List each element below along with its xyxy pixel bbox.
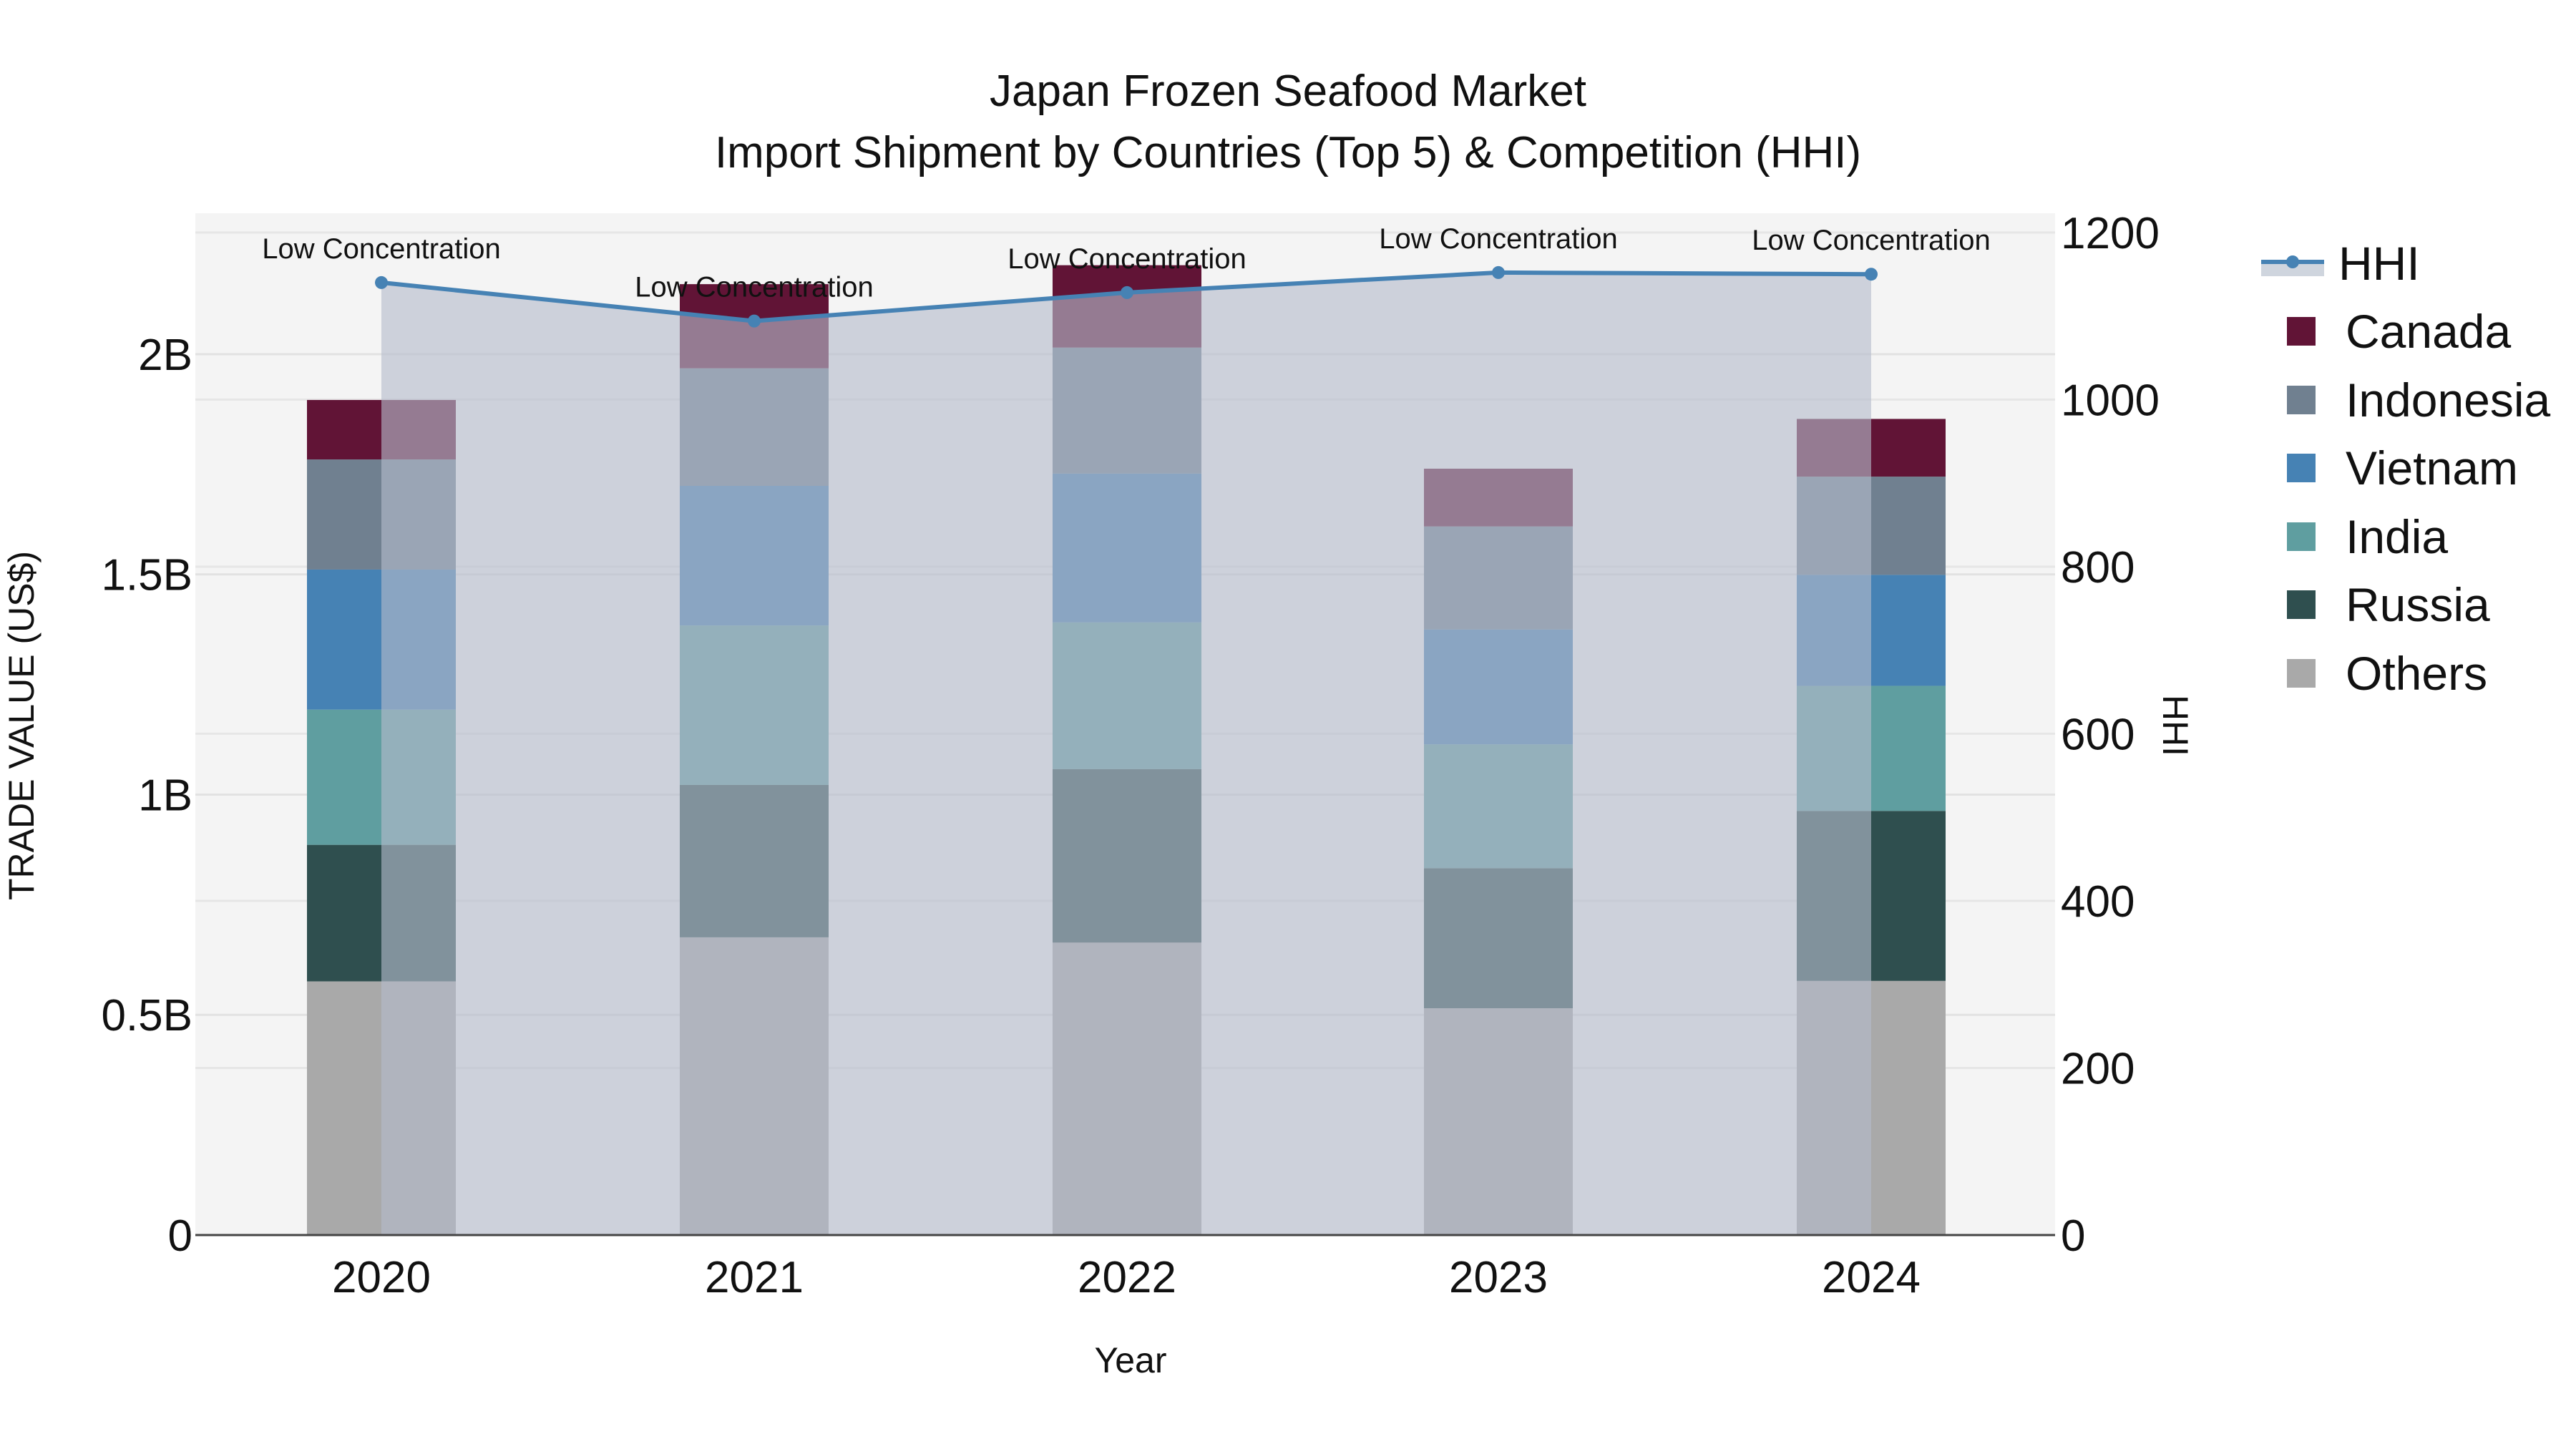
- y2-tick-label: 400: [2061, 877, 2135, 927]
- y-tick-label: 0: [168, 1211, 192, 1261]
- color-swatch-icon: [2287, 385, 2316, 414]
- hhi-marker[interactable]: [748, 314, 761, 328]
- x-tick-label: 2023: [1449, 1253, 1548, 1302]
- y-tick-label: 1B: [138, 771, 192, 820]
- chart-title-line2: Import Shipment by Countries (Top 5) & C…: [714, 128, 1862, 177]
- color-swatch-icon: [2287, 454, 2316, 483]
- line-marker-icon: [2261, 249, 2324, 278]
- y2-tick-label: 1000: [2061, 376, 2160, 425]
- color-swatch-icon: [2287, 522, 2316, 551]
- x-tick-label: 2024: [1822, 1253, 1921, 1302]
- y2-tick-label: 1200: [2061, 209, 2160, 258]
- y-tick-label: 2B: [138, 331, 192, 380]
- legend-item-indonesia[interactable]: Indonesia: [2261, 366, 2550, 434]
- y-tick-label: 1.5B: [101, 551, 192, 600]
- legend-label: Others: [2346, 646, 2488, 700]
- x-axis-title: Year: [1094, 1340, 1167, 1380]
- hhi-area-fill: [381, 272, 1871, 1235]
- hhi-marker[interactable]: [1865, 268, 1878, 281]
- y2-tick-label: 0: [2061, 1211, 2085, 1261]
- y2-tick-label: 800: [2061, 543, 2135, 592]
- hhi-marker[interactable]: [375, 275, 388, 289]
- x-tick-label: 2022: [1078, 1253, 1176, 1302]
- legend-label: HHI: [2338, 236, 2420, 290]
- hhi-annotation: Low Concentration: [1752, 225, 1991, 256]
- y-axis-title: TRADE VALUE (US$): [1, 550, 42, 901]
- legend-item-russia[interactable]: Russia: [2261, 571, 2550, 640]
- hhi-annotation: Low Concentration: [1008, 243, 1246, 275]
- legend-label: Canada: [2346, 305, 2512, 358]
- hhi-annotation: Low Concentration: [1379, 223, 1618, 255]
- legend-label: Vietnam: [2346, 441, 2518, 495]
- legend: HHI Canada Indonesia Vietnam India Russia Othe…: [2261, 229, 2550, 708]
- hhi-marker[interactable]: [1492, 265, 1505, 279]
- legend-item-india[interactable]: India: [2261, 502, 2550, 571]
- color-swatch-icon: [2287, 590, 2316, 620]
- hhi-annotation: Low Concentration: [635, 272, 874, 303]
- legend-item-canada[interactable]: Canada: [2261, 298, 2550, 366]
- hhi-marker[interactable]: [1121, 286, 1133, 299]
- hhi-annotation: Low Concentration: [262, 233, 501, 265]
- color-swatch-icon: [2287, 658, 2316, 688]
- x-tick-label: 2020: [332, 1253, 431, 1302]
- legend-label: Indonesia: [2346, 373, 2551, 426]
- y-tick-label: 0.5B: [101, 991, 192, 1040]
- legend-item-hhi[interactable]: HHI: [2261, 229, 2550, 298]
- legend-label: Russia: [2346, 578, 2490, 632]
- x-tick-label: 2021: [705, 1253, 804, 1302]
- y2-tick-label: 200: [2061, 1044, 2135, 1093]
- y2-axis-title: HHI: [2155, 694, 2195, 757]
- chart-title-line1: Japan Frozen Seafood Market: [989, 67, 1587, 116]
- legend-label: India: [2346, 509, 2449, 563]
- color-swatch-icon: [2287, 317, 2316, 346]
- y2-tick-label: 600: [2061, 710, 2135, 759]
- legend-item-others[interactable]: Others: [2261, 639, 2550, 708]
- legend-item-vietnam[interactable]: Vietnam: [2261, 434, 2550, 503]
